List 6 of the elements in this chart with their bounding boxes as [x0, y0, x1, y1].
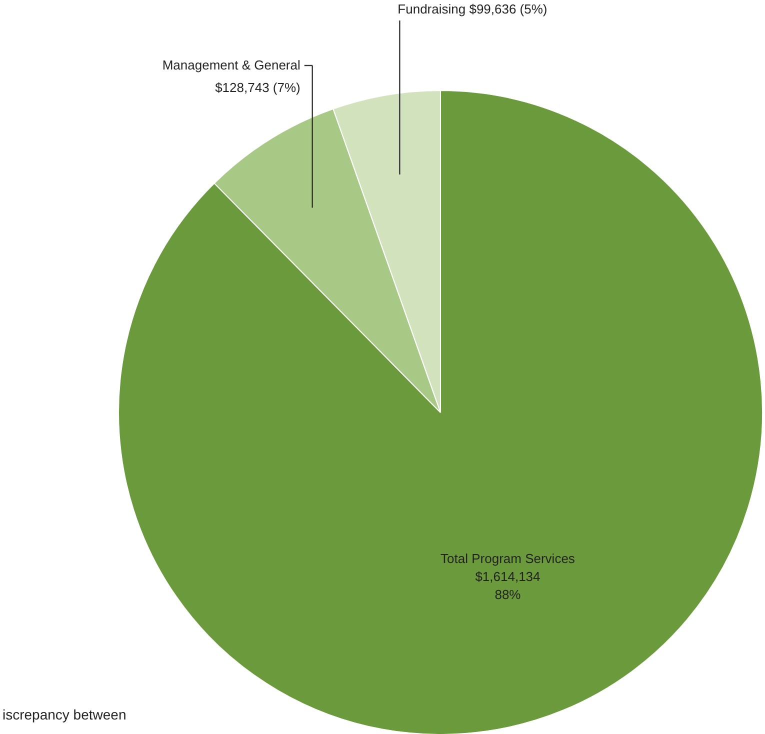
slice-label: Fundraising $99,636 (5%)	[398, 2, 548, 16]
slice-label: Management & General	[162, 58, 300, 72]
data-label: $1,614,134 88%	[475, 568, 540, 602]
slice-label: Total Program Services	[440, 550, 576, 566]
text: iscrepancy between	[2, 706, 126, 722]
data-label: $128,743 (7%)	[215, 80, 300, 95]
